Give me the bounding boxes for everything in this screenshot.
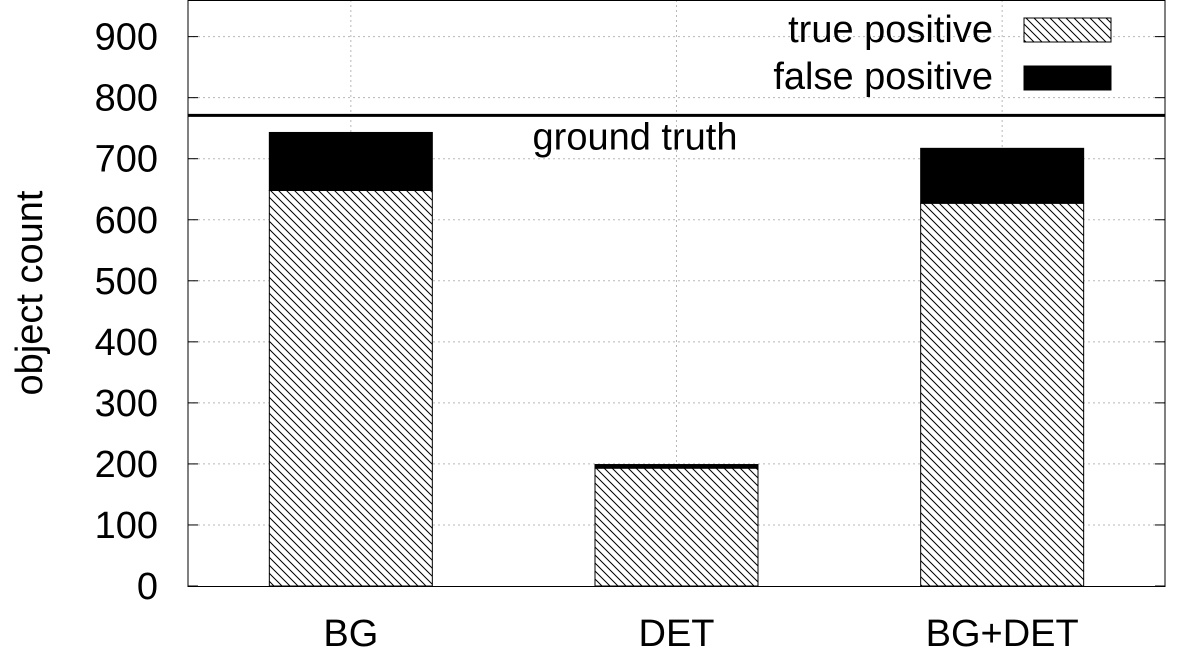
bar-false-positive xyxy=(920,147,1085,204)
bar-true-positive xyxy=(920,202,1085,587)
y-tick-label: 300 xyxy=(95,383,158,425)
x-category-labels: BG DET BG+DET xyxy=(323,613,1078,650)
y-tick-label: 700 xyxy=(95,139,158,181)
bar-false-positive xyxy=(268,131,433,191)
y-tick-label: 0 xyxy=(137,566,158,608)
x-category-label: BG+DET xyxy=(926,613,1079,650)
ground-truth-label: ground truth xyxy=(533,116,738,158)
y-axis-label: object count xyxy=(9,190,51,395)
legend-label-true-positive: true positive xyxy=(788,9,993,51)
y-tick-label: 500 xyxy=(95,261,158,303)
y-tick-label: 600 xyxy=(95,200,158,242)
legend-swatch-true-positive xyxy=(1023,17,1112,43)
y-tick-label: 400 xyxy=(95,322,158,364)
legend: true positive false positive xyxy=(773,9,1112,98)
x-category-label: DET xyxy=(639,613,715,650)
reference-line-group: ground truth xyxy=(188,113,1165,158)
bar-true-positive xyxy=(594,467,759,587)
y-tick-label: 800 xyxy=(95,78,158,120)
y-tick-labels: 0 100 200 300 400 500 600 700 800 900 xyxy=(95,17,158,608)
axes xyxy=(187,0,1166,587)
x-category-label: BG xyxy=(323,613,378,650)
y-tick-label: 100 xyxy=(95,505,158,547)
legend-swatch-false-positive xyxy=(1023,65,1112,91)
bar-true-positive xyxy=(268,189,433,587)
plot-frame xyxy=(187,0,1166,587)
y-tick-label: 200 xyxy=(95,444,158,486)
bars xyxy=(268,131,1085,587)
y-tick-label: 900 xyxy=(95,17,158,59)
bar-false-positive xyxy=(594,464,759,469)
legend-label-false-positive: false positive xyxy=(773,56,993,98)
